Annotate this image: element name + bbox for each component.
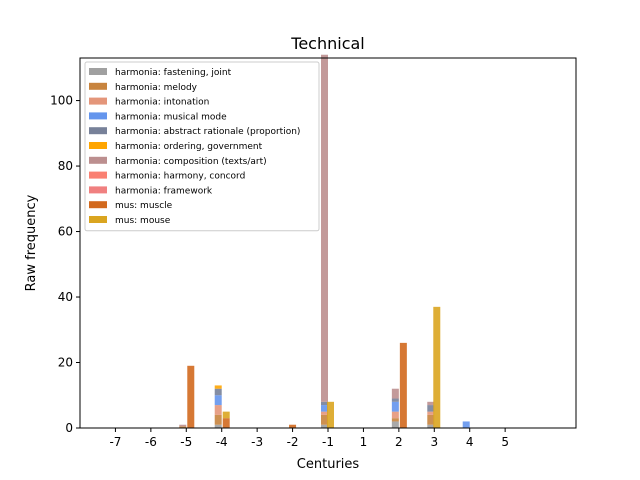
- legend-swatch: [89, 112, 107, 120]
- bar: [433, 306, 441, 428]
- x-tick-label: -7: [109, 435, 121, 449]
- legend-swatch: [89, 201, 107, 209]
- legend-swatch: [89, 171, 107, 179]
- bar: [391, 411, 399, 419]
- bar: [214, 388, 222, 396]
- bar: [427, 411, 435, 415]
- bar: [391, 401, 399, 412]
- x-tick-label: 3: [430, 435, 438, 449]
- bar: [214, 414, 222, 425]
- y-tick-label: 80: [58, 159, 73, 173]
- x-tick-label: -1: [322, 435, 334, 449]
- bar: [214, 395, 222, 406]
- x-tick-label: -4: [216, 435, 228, 449]
- legend-label: harmonia: harmony, concord: [115, 172, 245, 182]
- bars-layer: [179, 54, 470, 428]
- chart-title: Technical: [290, 34, 364, 53]
- legend-label: harmonia: fastening, joint: [115, 68, 232, 78]
- bar: [321, 401, 328, 406]
- legend-label: harmonia: framework: [115, 186, 213, 196]
- bar: [391, 398, 399, 402]
- bar: [321, 54, 328, 402]
- legend-label: harmonia: melody: [115, 83, 198, 93]
- bar: [321, 411, 328, 415]
- bar: [427, 424, 435, 428]
- bar: [391, 418, 399, 422]
- legend-label: harmonia: ordering, government: [115, 142, 263, 152]
- legend-swatch: [89, 216, 107, 223]
- bar: [222, 411, 230, 419]
- bar: [289, 424, 297, 428]
- bar: [427, 414, 435, 425]
- bar: [427, 405, 435, 412]
- bar: [427, 401, 435, 406]
- x-tick-label: -3: [251, 435, 263, 449]
- legend-label: harmonia: composition (texts/art): [115, 157, 267, 167]
- y-axis-label: Raw frequency: [24, 194, 39, 291]
- x-tick-label: -2: [287, 435, 299, 449]
- legend-label: mus: muscle: [115, 201, 173, 211]
- bar: [321, 424, 328, 428]
- legend-swatch: [89, 186, 107, 194]
- bar: [222, 418, 230, 428]
- legend-label: harmonia: intonation: [115, 98, 209, 108]
- bar: [179, 424, 187, 427]
- bar: [214, 405, 222, 415]
- legend-swatch: [89, 68, 107, 75]
- bar: [391, 421, 399, 428]
- bar: [179, 426, 187, 428]
- bar: [399, 342, 407, 428]
- y-tick-label: 20: [58, 356, 73, 370]
- legend-swatch: [89, 82, 107, 90]
- legend-swatch: [89, 97, 107, 105]
- x-tick-label: 1: [360, 435, 368, 449]
- x-tick-label: 2: [395, 435, 403, 449]
- y-tick-label: 60: [58, 225, 73, 239]
- x-tick-label: -5: [180, 435, 192, 449]
- legend-swatch: [89, 127, 107, 135]
- bar: [321, 414, 328, 425]
- x-tick-label: -6: [145, 435, 157, 449]
- y-axis: 0 20 40 60 80 100: [50, 94, 80, 435]
- bar: [214, 385, 222, 389]
- legend: harmonia: fastening, joint harmonia: melo…: [84, 61, 320, 232]
- bar: [187, 365, 195, 428]
- bar: [214, 424, 222, 428]
- bar: [462, 421, 470, 428]
- x-axis: -7 -6 -5 -4 -3 -2 -1 1 2 3 4 5: [109, 428, 509, 449]
- legend-swatch: [89, 142, 107, 149]
- bar: [327, 401, 334, 428]
- y-tick-label: 0: [65, 421, 73, 435]
- y-tick-label: 40: [58, 290, 73, 304]
- x-tick-label: 4: [466, 435, 474, 449]
- x-tick-label: 5: [501, 435, 509, 449]
- legend-label: harmonia: abstract rationale (proportion…: [115, 127, 300, 137]
- bar: [321, 405, 328, 412]
- legend-swatch: [89, 156, 107, 164]
- y-tick-label: 100: [50, 94, 73, 108]
- bar: [391, 388, 399, 399]
- legend-label: mus: mouse: [115, 216, 171, 226]
- x-axis-label: Centuries: [297, 457, 360, 472]
- legend-label: harmonia: musical mode: [115, 112, 227, 122]
- legend-box: [84, 61, 320, 232]
